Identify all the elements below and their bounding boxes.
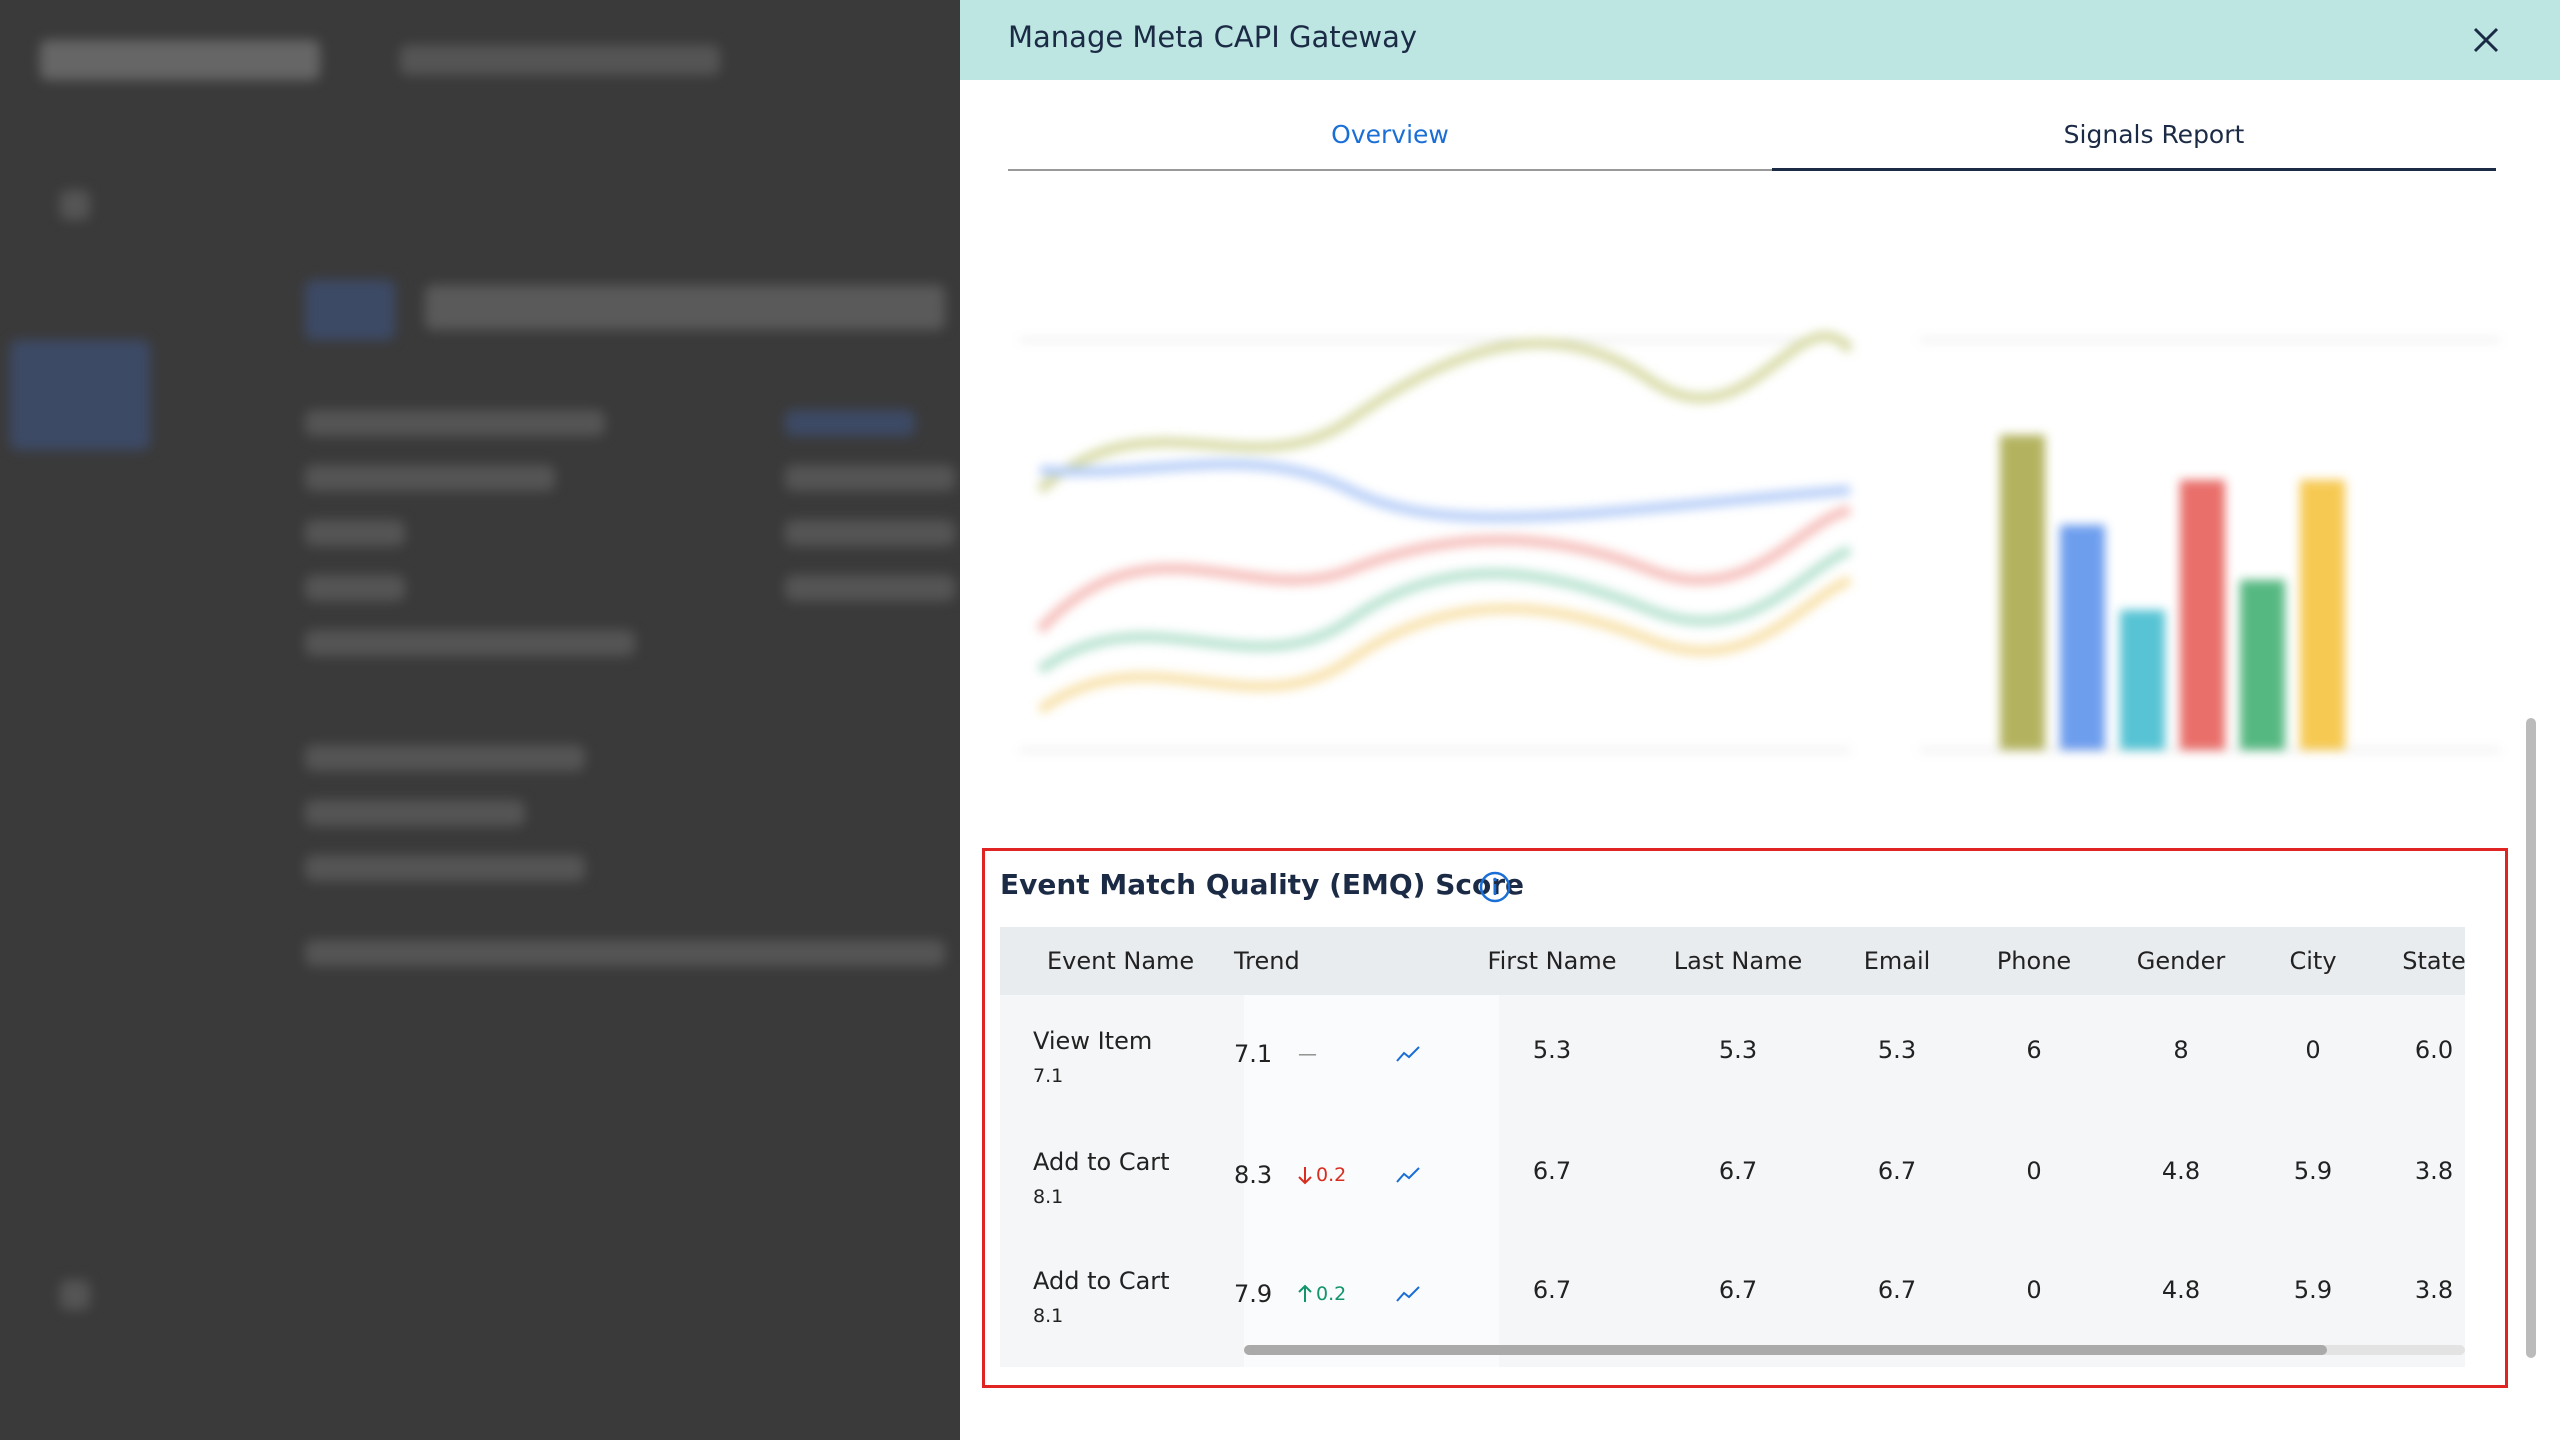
trend-chart-icon[interactable] bbox=[1395, 1284, 1421, 1304]
trend-score: 8.3 bbox=[1234, 1161, 1273, 1189]
score-value: 5.9 bbox=[2293, 1157, 2333, 1185]
score-value: 3.8 bbox=[2414, 1276, 2454, 1304]
score-value: 6.7 bbox=[1718, 1276, 1758, 1304]
event-name: Add to Cart bbox=[1033, 1148, 1170, 1176]
score-value: 8 bbox=[2173, 1036, 2189, 1064]
column-header: Gender bbox=[2136, 947, 2226, 975]
column-header: Phone bbox=[1996, 947, 2072, 975]
tab-underline bbox=[1772, 168, 2496, 171]
score-value: 0 bbox=[2026, 1157, 2042, 1185]
background-page bbox=[0, 0, 960, 1440]
trend-change: — bbox=[1298, 1043, 1317, 1065]
emq-title: Event Match Quality (EMQ) Score bbox=[1000, 868, 1525, 901]
event-sub-score: 8.1 bbox=[1033, 1305, 1064, 1327]
score-value: 6.7 bbox=[1877, 1276, 1917, 1304]
trend-chart-icon[interactable] bbox=[1395, 1165, 1421, 1185]
change-arrow bbox=[1298, 1284, 1312, 1302]
change-arrow bbox=[1298, 1167, 1312, 1185]
column-header: Email bbox=[1863, 947, 1931, 975]
score-value: 6.0 bbox=[2414, 1036, 2454, 1064]
highlight-box bbox=[982, 848, 2508, 1388]
side-panel: Manage Meta CAPI Gateway Overview Signal… bbox=[960, 0, 2560, 1440]
column-header: Event Name bbox=[1047, 947, 1195, 975]
score-value: 6.7 bbox=[1532, 1157, 1572, 1185]
info-icon[interactable] bbox=[1478, 870, 1512, 904]
tab-overview[interactable]: Overview bbox=[1331, 120, 1449, 149]
panel-title: Manage Meta CAPI Gateway bbox=[1008, 20, 1418, 54]
tab-underline bbox=[1008, 169, 1772, 171]
column-header: City bbox=[2289, 947, 2337, 975]
column-header: Trend bbox=[1234, 947, 1300, 975]
event-sub-score: 7.1 bbox=[1033, 1065, 1064, 1087]
tab-signals-report[interactable]: Signals Report bbox=[2063, 120, 2245, 149]
score-value: 5.3 bbox=[1718, 1036, 1758, 1064]
panel-header bbox=[960, 0, 2560, 80]
score-value: 0 bbox=[2026, 1276, 2042, 1304]
column-header: State bbox=[2402, 947, 2465, 975]
score-value: 3.8 bbox=[2414, 1157, 2454, 1185]
score-value: 6 bbox=[2026, 1036, 2042, 1064]
column-header: First Name bbox=[1487, 947, 1617, 975]
score-value: 6.7 bbox=[1877, 1157, 1917, 1185]
emq-table: Event Name Trend First Name Last Name Email P… bbox=[1000, 927, 2465, 1367]
close-button[interactable] bbox=[2472, 26, 2500, 54]
event-sub-score: 8.1 bbox=[1033, 1186, 1064, 1208]
score-value: 5.3 bbox=[1532, 1036, 1572, 1064]
score-value: 0 bbox=[2305, 1036, 2321, 1064]
panel-scrollbar[interactable] bbox=[2526, 718, 2536, 1358]
score-value: 6.7 bbox=[1718, 1157, 1758, 1185]
trend-score: 7.9 bbox=[1234, 1280, 1273, 1308]
trend-score: 7.1 bbox=[1234, 1040, 1273, 1068]
blurred-chart bbox=[1020, 331, 2500, 751]
trend-change: 0.2 bbox=[1316, 1283, 1347, 1305]
event-name: View Item bbox=[1033, 1027, 1153, 1055]
score-value: 5.9 bbox=[2293, 1276, 2333, 1304]
score-value: 5.3 bbox=[1877, 1036, 1917, 1064]
trend-chart-icon[interactable] bbox=[1395, 1044, 1421, 1064]
score-value: 6.7 bbox=[1532, 1276, 1572, 1304]
score-value: 4.8 bbox=[2161, 1157, 2201, 1185]
trend-change: 0.2 bbox=[1316, 1164, 1347, 1186]
event-name: Add to Cart bbox=[1033, 1267, 1170, 1295]
score-value: 4.8 bbox=[2161, 1276, 2201, 1304]
column-header: Last Name bbox=[1673, 947, 1803, 975]
table-scrollbar[interactable] bbox=[1244, 1345, 2327, 1355]
